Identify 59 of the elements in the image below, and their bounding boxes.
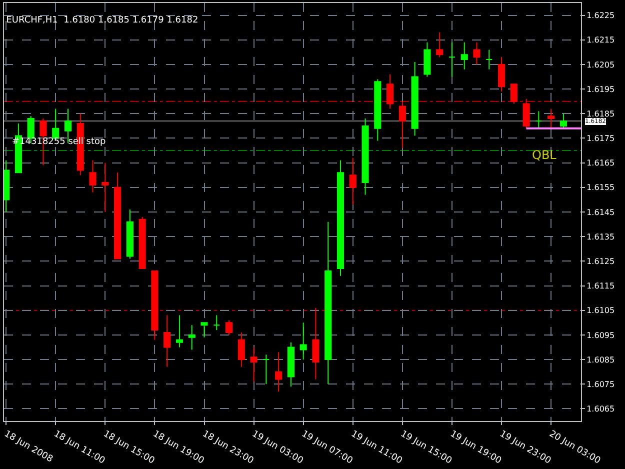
candlestick bbox=[324, 221, 332, 385]
candlestick bbox=[362, 118, 369, 196]
y-tick-label: 1.6165 bbox=[586, 158, 615, 168]
candlestick bbox=[126, 209, 134, 260]
candlestick bbox=[287, 342, 294, 388]
candlestick bbox=[176, 314, 184, 348]
candlestick bbox=[411, 62, 418, 136]
y-tick-label: 1.6095 bbox=[586, 330, 615, 340]
candlestick bbox=[4, 160, 10, 212]
candlestick bbox=[275, 352, 282, 392]
y-tick-label: 1.6175 bbox=[586, 134, 615, 144]
candlestick bbox=[250, 346, 258, 382]
candlestick bbox=[213, 314, 220, 331]
candlestick bbox=[374, 78, 382, 142]
candlestick bbox=[510, 84, 518, 104]
candlestick bbox=[522, 98, 530, 129]
y-tick-label: 1.6085 bbox=[586, 355, 615, 364]
candlestick bbox=[188, 324, 196, 350]
text: EURCHF,H1 1.6180 1.6185 1.6179 1.6182 bbox=[6, 16, 198, 26]
y-tick-label: 1.6125 bbox=[586, 256, 615, 266]
y-tick-label: 1.6215 bbox=[586, 36, 615, 45]
candlestick bbox=[473, 42, 480, 65]
y-tick-label: 1.6225 bbox=[586, 11, 615, 20]
candlestick bbox=[486, 49, 493, 70]
y-tick-label: 1.6195 bbox=[586, 84, 615, 94]
y-tick-label: 1.6065 bbox=[586, 404, 615, 414]
candlestick bbox=[164, 314, 171, 368]
candlestick bbox=[138, 216, 146, 270]
candlestick bbox=[238, 332, 245, 368]
candlestick bbox=[535, 110, 542, 129]
candlestick bbox=[114, 172, 122, 260]
y-tick-label: 1.6205 bbox=[586, 60, 615, 70]
candlestick bbox=[349, 157, 356, 206]
candlestick bbox=[460, 42, 468, 70]
y-tick-label: 1.6075 bbox=[586, 380, 615, 389]
y-tick-label: 1.6135 bbox=[586, 232, 615, 242]
candlestick bbox=[262, 354, 270, 385]
y-tick-label: 1.6155 bbox=[586, 183, 615, 192]
y-tick-label: 1.6145 bbox=[586, 208, 615, 217]
candlestick bbox=[424, 42, 431, 78]
candlestick bbox=[312, 307, 320, 380]
candlestick bbox=[548, 108, 555, 129]
y-tick-label: 1.6185 bbox=[586, 109, 615, 118]
candlestick bbox=[225, 320, 233, 336]
candlestick bbox=[560, 113, 567, 129]
candlestick bbox=[300, 322, 307, 360]
annotation: QBL bbox=[532, 148, 557, 162]
candlestick bbox=[498, 56, 506, 92]
candlestick bbox=[151, 270, 158, 340]
candlestick bbox=[398, 100, 406, 149]
candlestick bbox=[102, 162, 109, 212]
candlestick bbox=[336, 160, 344, 276]
candlestick bbox=[89, 160, 96, 193]
candlestick bbox=[448, 42, 456, 78]
y-tick-label: 1.6115 bbox=[586, 282, 615, 291]
candlestick bbox=[436, 32, 444, 58]
y-tick-label: 1.6105 bbox=[586, 306, 615, 316]
candlestick bbox=[386, 74, 394, 110]
candlestick bbox=[200, 322, 208, 338]
